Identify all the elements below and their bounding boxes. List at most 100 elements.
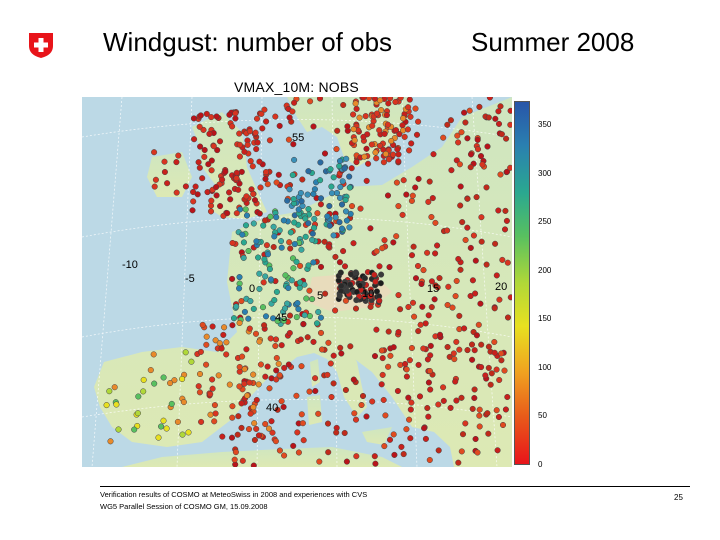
station-marker: [495, 207, 502, 214]
land-sicily: [362, 427, 392, 445]
station-marker: [261, 322, 268, 329]
station-marker: [262, 175, 269, 183]
station-marker: [263, 118, 270, 125]
station-marker: [352, 416, 360, 423]
station-marker: [379, 245, 386, 252]
station-marker: [333, 429, 340, 436]
station-marker: [290, 265, 297, 272]
station-marker: [295, 206, 302, 213]
station-marker: [238, 168, 245, 175]
station-marker: [267, 276, 274, 283]
station-marker: [213, 192, 220, 199]
station-marker: [476, 406, 483, 413]
station-marker: [313, 320, 321, 327]
station-marker: [356, 282, 364, 289]
station-marker: [207, 391, 214, 398]
station-marker: [253, 146, 260, 153]
station-marker: [385, 156, 393, 163]
station-marker: [405, 303, 412, 311]
station-marker: [217, 203, 224, 210]
station-marker: [272, 342, 279, 350]
lon-label-20: 20: [495, 281, 507, 293]
station-marker: [503, 135, 510, 142]
station-marker: [363, 177, 370, 184]
station-marker: [273, 214, 280, 221]
station-marker: [353, 297, 360, 304]
station-marker: [383, 112, 390, 119]
station-marker: [205, 161, 212, 168]
station-marker: [469, 277, 476, 284]
station-marker: [332, 253, 339, 260]
station-marker: [502, 406, 509, 413]
station-marker: [350, 111, 357, 118]
station-marker: [407, 406, 414, 413]
station-marker: [458, 129, 465, 136]
station-marker: [227, 196, 234, 203]
station-marker: [261, 256, 268, 263]
station-marker: [462, 119, 469, 126]
station-marker: [507, 164, 512, 171]
station-marker: [412, 105, 419, 112]
station-marker: [263, 242, 270, 249]
station-marker: [182, 349, 189, 356]
station-map: 55 45 40 -10 -5 0 5 10 15 20: [82, 97, 512, 467]
station-marker: [347, 210, 354, 217]
station-marker: [281, 305, 289, 312]
station-marker: [265, 425, 273, 432]
station-marker: [363, 145, 370, 152]
station-marker: [272, 438, 279, 445]
station-marker: [507, 107, 512, 114]
station-marker: [429, 195, 436, 202]
station-marker: [291, 156, 298, 163]
station-marker: [241, 308, 248, 315]
station-marker: [394, 387, 401, 395]
station-marker: [163, 425, 170, 432]
station-marker: [251, 420, 258, 427]
station-marker: [209, 323, 216, 330]
station-marker: [350, 240, 357, 247]
station-marker: [314, 210, 321, 217]
station-marker: [483, 184, 490, 191]
lon-label-10: 10: [362, 288, 374, 300]
station-marker: [453, 338, 460, 345]
station-marker: [246, 325, 253, 332]
station-marker: [236, 319, 243, 327]
station-marker: [236, 274, 243, 281]
station-marker: [346, 173, 353, 180]
station-marker: [309, 236, 316, 243]
station-marker: [474, 136, 481, 143]
station-marker: [378, 107, 385, 114]
station-marker: [403, 366, 410, 373]
station-marker: [307, 98, 314, 105]
station-marker: [247, 298, 254, 305]
station-marker: [215, 372, 222, 379]
station-marker: [294, 300, 301, 307]
station-marker: [341, 429, 348, 437]
station-marker: [160, 417, 167, 424]
station-marker: [233, 303, 240, 310]
station-marker: [276, 447, 283, 454]
station-marker: [280, 403, 287, 411]
station-marker: [467, 151, 475, 158]
station-marker: [289, 172, 296, 179]
station-marker: [332, 214, 339, 221]
station-marker: [311, 215, 318, 222]
station-marker: [284, 197, 291, 204]
station-marker: [365, 97, 373, 102]
station-marker: [208, 167, 215, 174]
station-marker: [236, 285, 243, 292]
station-marker: [432, 250, 439, 257]
station-marker: [395, 292, 402, 299]
station-marker: [253, 115, 261, 122]
station-marker: [411, 313, 418, 320]
station-marker: [190, 198, 197, 205]
station-marker: [330, 232, 337, 239]
station-marker: [256, 210, 263, 217]
station-marker: [229, 403, 236, 410]
station-marker: [336, 157, 344, 165]
station-marker: [261, 106, 268, 113]
station-marker: [103, 402, 110, 409]
station-marker: [454, 132, 461, 139]
station-marker: [408, 344, 415, 352]
station-marker: [478, 238, 485, 245]
